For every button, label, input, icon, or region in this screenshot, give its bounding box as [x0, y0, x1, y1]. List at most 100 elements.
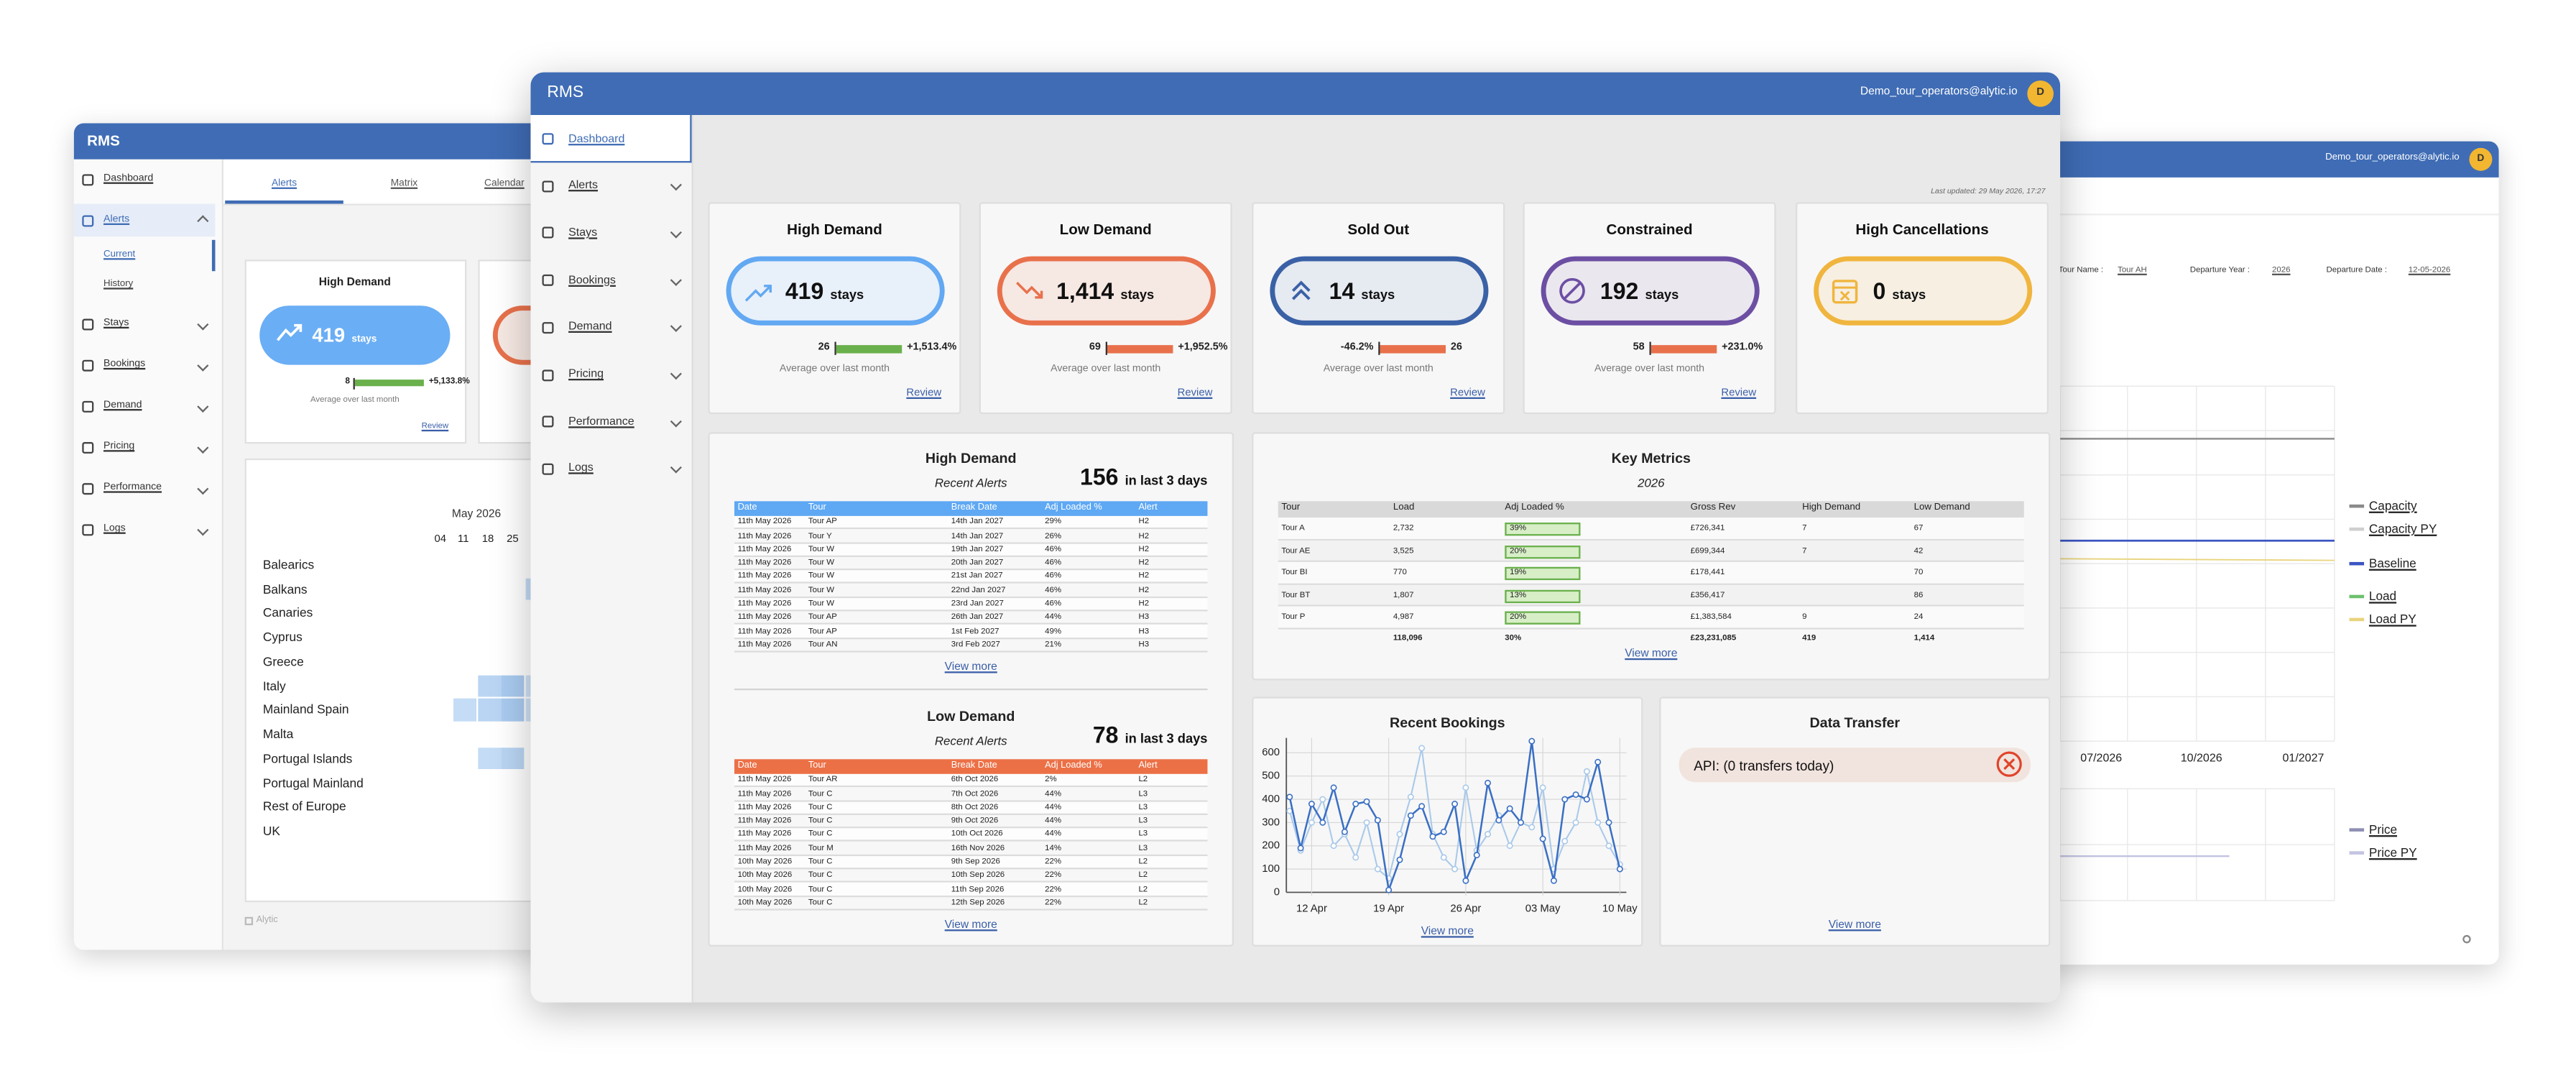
nav-item[interactable]: Logs: [568, 463, 594, 475]
table-link[interactable]: View more: [944, 661, 997, 673]
left-sidebar: [73, 159, 223, 950]
nav-item[interactable]: Performance: [568, 415, 634, 428]
table-cell: 49%: [1045, 626, 1062, 637]
legend-label[interactable]: Capacity: [2368, 498, 2417, 513]
table-cell: 46%: [1045, 558, 1062, 569]
nav-item[interactable]: Pricing: [103, 440, 135, 452]
nav-item[interactable]: Demand: [568, 321, 612, 334]
legend-label[interactable]: Load PY: [2368, 612, 2416, 627]
table-cell: Tour M: [808, 843, 834, 854]
data-point: [1330, 842, 1337, 850]
kpi-unit: stays: [1892, 288, 1926, 303]
nav-item[interactable]: Dashboard: [568, 133, 625, 145]
kpi-pill: [1814, 256, 2033, 326]
table-cell: 6th Oct 2026: [951, 775, 999, 786]
filter-label: Tour Name :: [2058, 265, 2104, 275]
legend-label[interactable]: Price: [2368, 822, 2397, 837]
data-point: [1352, 801, 1359, 807]
table-cell: L2: [1138, 775, 1148, 786]
table-cell: 7: [1802, 523, 1807, 533]
submenu-item[interactable]: History: [103, 279, 134, 290]
kpi-link[interactable]: Review: [421, 421, 449, 432]
tab[interactable]: Calendar: [484, 179, 525, 189]
region-label: Balearics: [262, 557, 315, 573]
y-tick-label: 0: [1274, 886, 1280, 898]
nav-item[interactable]: Alerts: [568, 180, 599, 192]
data-point: [1572, 819, 1579, 826]
refresh-icon[interactable]: [2462, 934, 2471, 944]
transfer-status: API: (0 transfers today): [1694, 756, 1834, 773]
nav-item[interactable]: Pricing: [568, 369, 604, 381]
data-point: [1374, 865, 1381, 873]
table-cell: H3: [1138, 626, 1150, 637]
chart-link[interactable]: View more: [1421, 926, 1474, 938]
table-cell: 12th Sep 2026: [951, 898, 1005, 908]
legend-label[interactable]: Capacity PY: [2368, 521, 2437, 536]
filter-value[interactable]: 12-05-2026: [2408, 265, 2451, 275]
nav-item[interactable]: Dashboard: [103, 172, 154, 184]
table-cell: 2,732: [1393, 523, 1414, 533]
table-cell: 67: [1913, 523, 1924, 533]
table-title: Low Demand: [927, 707, 1015, 724]
heat-cell: [453, 699, 476, 722]
table-cell: 3rd Feb 2027: [951, 640, 1000, 650]
data-point: [1308, 801, 1315, 807]
table-cell: L2: [1138, 857, 1148, 868]
nav-item[interactable]: Alerts: [103, 213, 130, 225]
legend-label[interactable]: Price PY: [2368, 845, 2417, 860]
submenu-item[interactable]: Current: [103, 249, 136, 260]
table-row: [734, 814, 1208, 829]
nav-icon: [542, 275, 554, 287]
footer: Alytic: [256, 916, 278, 926]
data-point: [1473, 852, 1480, 859]
table-cell: L3: [1138, 788, 1148, 799]
table-cell: 9th Sep 2026: [951, 857, 1000, 868]
table-cell: 14th Jan 2027: [951, 517, 1004, 528]
table-cell: Tour Y: [808, 530, 832, 541]
legend-label[interactable]: Load: [2368, 589, 2397, 604]
table-row: [734, 896, 1208, 911]
legend-swatch: [2349, 618, 2365, 621]
tab[interactable]: Matrix: [390, 179, 418, 189]
data-point: [1385, 886, 1393, 893]
nav-item[interactable]: Performance: [103, 481, 162, 493]
kpi-title: High Demand: [787, 221, 882, 238]
nav-icon: [82, 523, 94, 535]
bar-label: 58: [1633, 341, 1645, 354]
tab[interactable]: Alerts: [271, 179, 297, 189]
column-header: Tour: [808, 502, 826, 512]
data-point: [1374, 816, 1381, 824]
nav-item[interactable]: Bookings: [568, 275, 616, 287]
data-point: [1407, 794, 1414, 801]
table-cell: 11th May 2026: [737, 571, 792, 582]
table-cell: 21%: [1045, 640, 1062, 650]
filter-value[interactable]: 2026: [2272, 265, 2291, 275]
kpi-link[interactable]: Review: [906, 387, 942, 400]
column-header: Gross Rev: [1690, 502, 1736, 513]
nav-item[interactable]: Stays: [103, 317, 129, 329]
table-link[interactable]: View more: [1625, 648, 1678, 661]
kpi-unit: stays: [1645, 288, 1679, 303]
card-link[interactable]: View more: [1828, 919, 1881, 932]
matrix-card: [244, 458, 573, 903]
table-cell: 7th Oct 2026: [951, 788, 999, 799]
data-point: [1440, 854, 1447, 861]
kpi-link[interactable]: Review: [1721, 387, 1757, 400]
filter-value[interactable]: Tour AH: [2118, 265, 2147, 275]
data-point: [1594, 819, 1602, 826]
kpi-link[interactable]: Review: [1177, 387, 1213, 400]
icon-stroke: [1035, 290, 1043, 299]
nav-item[interactable]: Bookings: [103, 358, 146, 370]
footer-logo: [244, 916, 254, 926]
nav-item[interactable]: Stays: [568, 227, 598, 239]
legend-label[interactable]: Baseline: [2368, 556, 2416, 571]
kpi-link[interactable]: Review: [1450, 387, 1485, 400]
table-cell: 22%: [1045, 884, 1062, 894]
data-point: [1616, 865, 1623, 873]
nav-item[interactable]: Logs: [103, 522, 126, 534]
tab-underline: [225, 200, 343, 203]
table-link[interactable]: View more: [944, 919, 997, 932]
nav-item[interactable]: Demand: [103, 399, 142, 411]
table-cell: Tour AP: [808, 517, 837, 528]
kpi-unit: stays: [830, 288, 864, 303]
